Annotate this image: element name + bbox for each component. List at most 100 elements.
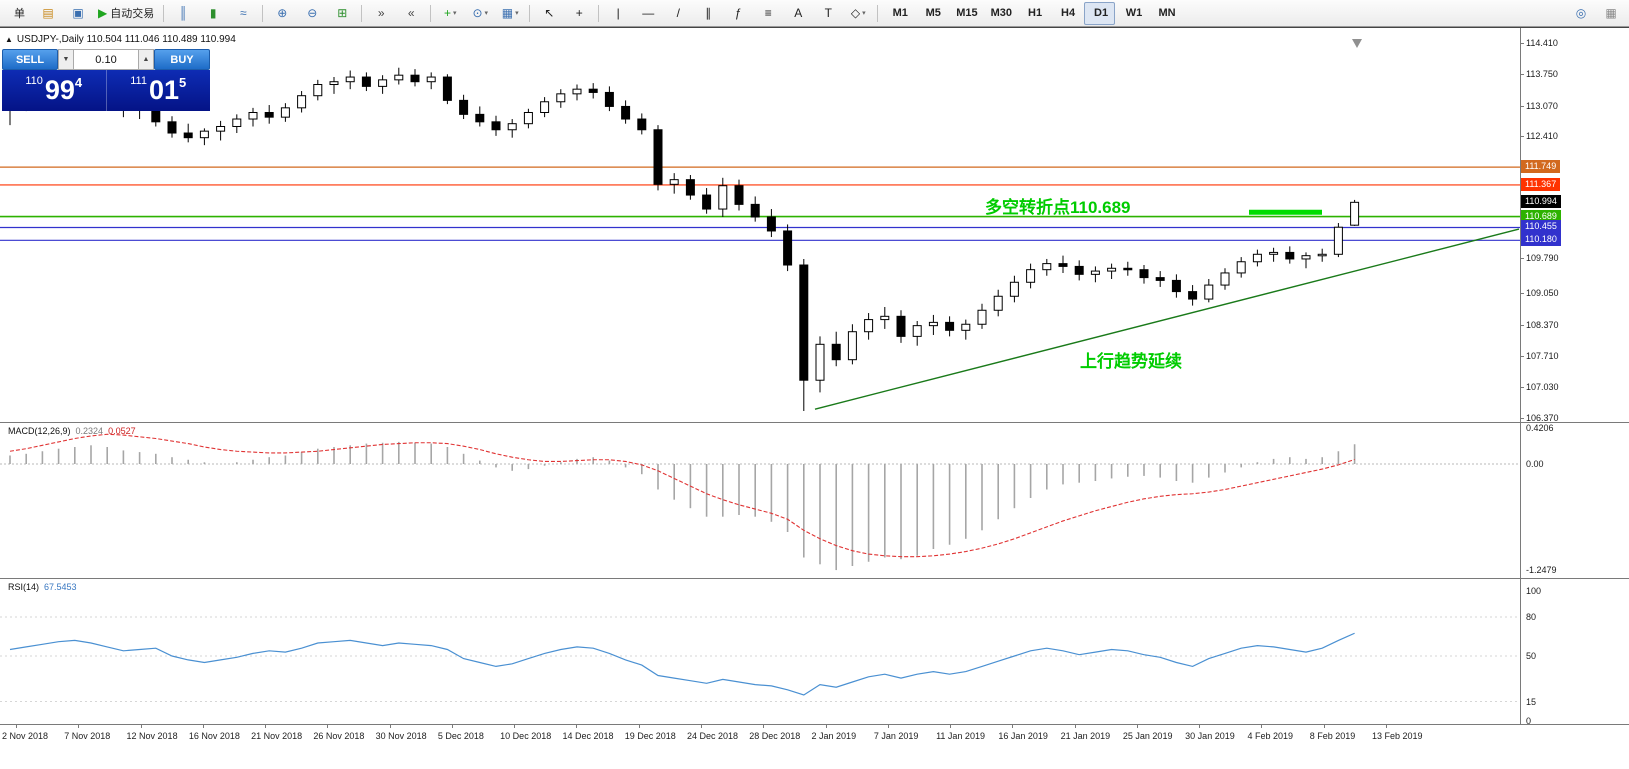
volume-decrease-button[interactable]: ▼: [58, 49, 74, 70]
candle-body: [1269, 251, 1279, 255]
candlestick-chart-icon[interactable]: ▮: [199, 2, 227, 25]
arrows-icon[interactable]: ◇ ▾: [844, 2, 872, 25]
text-label-icon[interactable]: T: [814, 2, 842, 25]
chart-shift-icon[interactable]: «: [397, 2, 425, 25]
date-tick: [1199, 725, 1201, 728]
candle-body: [1220, 272, 1230, 286]
candlestick-chart-icon-glyph: ▮: [209, 6, 217, 20]
candle-body: [621, 105, 631, 120]
trend-annotation[interactable]: 上行趋势延续: [1080, 351, 1182, 371]
candle-body: [1301, 255, 1311, 260]
profiles-icon[interactable]: ▣: [64, 2, 92, 25]
candle-body: [507, 123, 517, 131]
date-label: 16 Jan 2019: [998, 731, 1048, 741]
timeframe-m1-label: M1: [892, 7, 908, 19]
timeframe-m1[interactable]: M1: [883, 2, 914, 25]
tile-windows-icon[interactable]: ⊞: [328, 2, 356, 25]
price-axis-tick: [1520, 43, 1524, 44]
symbol-search-icon[interactable]: ◎: [1567, 2, 1595, 25]
new-order-button[interactable]: 单: [4, 2, 32, 25]
rsi-panel[interactable]: [0, 578, 1520, 724]
zoom-out-icon[interactable]: ⊖: [298, 2, 326, 25]
shapes-icon[interactable]: ≡: [754, 2, 782, 25]
date-tick: [950, 725, 952, 728]
bar-chart-icon-glyph: ║: [178, 6, 188, 20]
timeframe-h1[interactable]: H1: [1018, 2, 1049, 25]
sell-price-sup: 4: [74, 75, 83, 90]
oneclick-collapse-arrow[interactable]: ▲: [5, 35, 13, 44]
date-label: 24 Dec 2018: [687, 731, 739, 741]
autotrading-button-glyph: ▶: [98, 6, 108, 20]
periods-icon[interactable]: ⊙ ▾: [466, 2, 494, 25]
timeframe-m15[interactable]: M15: [949, 2, 981, 25]
data-window-icon[interactable]: ▦: [1597, 2, 1625, 25]
date-tick: [576, 725, 578, 728]
macd-axis-label: 0.4206: [1526, 423, 1554, 434]
buy-price-sup: 5: [179, 75, 187, 90]
fibonacci-icon[interactable]: ƒ: [724, 2, 752, 25]
candle-body: [1204, 284, 1214, 300]
chart-window-icon-glyph: ▤: [42, 6, 54, 20]
candle-body: [734, 185, 744, 205]
timeframe-m30[interactable]: M30: [984, 2, 1016, 25]
price-axis-label: 113.070: [1526, 100, 1558, 111]
price-axis-label: 106.370: [1526, 413, 1559, 423]
zoom-in-icon[interactable]: ⊕: [268, 2, 296, 25]
macd-panel[interactable]: [0, 422, 1520, 578]
bar-chart-icon[interactable]: ║: [169, 2, 197, 25]
equidistant-channel-icon[interactable]: ∥: [694, 2, 722, 25]
date-label: 4 Feb 2019: [1247, 731, 1293, 741]
buy-price[interactable]: 111 01 5: [107, 70, 211, 111]
vertical-line-icon[interactable]: |: [604, 2, 632, 25]
main-chart[interactable]: 多空转折点110.689 上行趋势延续: [0, 31, 1520, 422]
templates-icon-dropdown[interactable]: ▾: [515, 10, 519, 17]
auto-scroll-icon[interactable]: »: [367, 2, 395, 25]
date-label: 30 Nov 2018: [375, 731, 427, 741]
periods-icon-dropdown[interactable]: ▾: [484, 10, 489, 17]
line-chart-icon[interactable]: ≈: [229, 2, 257, 25]
indicators-icon[interactable]: + ▾: [436, 2, 464, 25]
templates-icon[interactable]: ▦ ▾: [496, 2, 524, 25]
trendline-icon[interactable]: /: [664, 2, 692, 25]
date-label: 21 Jan 2019: [1060, 731, 1111, 741]
arrows-icon-dropdown[interactable]: ▾: [862, 10, 866, 17]
timeframe-mn[interactable]: MN: [1150, 2, 1181, 25]
autotrading-button[interactable]: ▶ 自动交易: [94, 2, 158, 25]
chart-window-icon[interactable]: ▤: [34, 2, 62, 25]
timeframe-h4[interactable]: H4: [1051, 2, 1082, 25]
date-label: 25 Jan 2019: [1122, 731, 1173, 741]
crosshair-icon[interactable]: +: [565, 2, 593, 25]
horizontal-line-icon[interactable]: —: [634, 2, 662, 25]
oneclick-trading-panel: SELL ▼ ▲ BUY 110 99 4 111 01 5: [2, 49, 210, 111]
timeframe-h1-label: H1: [1028, 7, 1043, 19]
pivot-annotation[interactable]: 多空转折点110.689: [985, 197, 1131, 217]
trendline-object[interactable]: [814, 228, 1520, 410]
volume-increase-button[interactable]: ▲: [138, 49, 154, 70]
candle-body: [1350, 201, 1360, 226]
chart-window: 多空转折点110.689 上行趋势延续 2 Nov 2018 7 Nov 2018 1…: [0, 27, 1629, 769]
rsi-axis-label: 0: [1526, 716, 1532, 726]
timeframe-m5[interactable]: M5: [916, 2, 947, 25]
timeframe-w1[interactable]: W1: [1117, 2, 1148, 25]
chart-shift-marker[interactable]: [1352, 39, 1362, 48]
indicators-icon-dropdown[interactable]: ▾: [452, 10, 457, 17]
volume-input[interactable]: [74, 49, 138, 70]
time-axis[interactable]: 2 Nov 2018 7 Nov 2018 12 Nov 2018 16 Nov 20…: [0, 724, 1629, 769]
tile-windows-icon-glyph: ⊞: [337, 6, 348, 20]
price-axis-tick: [1520, 258, 1524, 260]
timeframe-d1[interactable]: D1: [1084, 1, 1116, 25]
sell-button[interactable]: SELL: [2, 49, 58, 70]
sell-price[interactable]: 110 99 4: [2, 70, 107, 111]
panel-divider[interactable]: [0, 422, 1629, 423]
date-label: 21 Nov 2018: [251, 731, 303, 741]
text-label-icon-glyph: T: [824, 6, 832, 20]
text-icon[interactable]: A: [784, 2, 812, 25]
cursor-icon[interactable]: ↖: [535, 2, 563, 25]
panel-divider[interactable]: [0, 578, 1629, 579]
date-tick: [1261, 725, 1263, 728]
buy-button[interactable]: BUY: [154, 49, 210, 70]
date-tick: [514, 725, 516, 728]
sell-price-big: 99: [44, 75, 75, 105]
timeframe-m5-label: M5: [925, 7, 941, 19]
